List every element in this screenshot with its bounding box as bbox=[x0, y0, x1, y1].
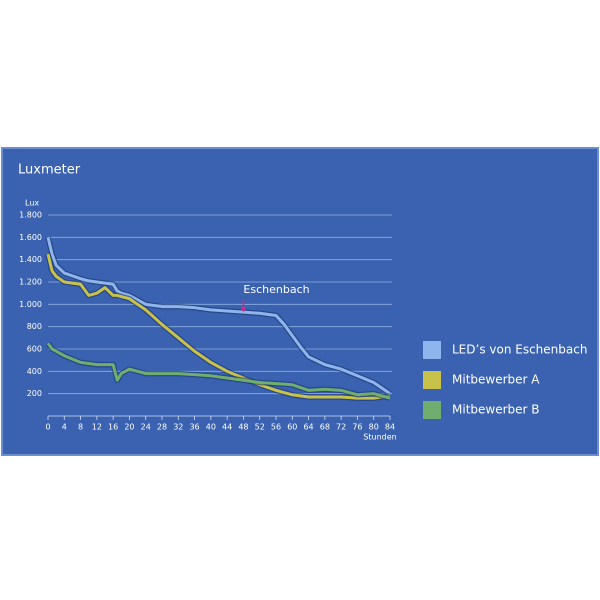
legend-label: Mitbewerber B bbox=[452, 403, 540, 417]
x-tick-label: 72 bbox=[336, 423, 346, 432]
annotation-arrowhead bbox=[240, 307, 247, 313]
annotation-label: Eschenbach bbox=[243, 283, 309, 296]
legend-label: LED’s von Eschenbach bbox=[452, 343, 587, 357]
chart-title: Luxmeter bbox=[18, 163, 81, 178]
x-tick-label: 8 bbox=[78, 423, 83, 432]
x-tick-label: 12 bbox=[92, 423, 102, 432]
y-tick-label: 1.000 bbox=[19, 300, 42, 309]
x-tick-label: 4 bbox=[62, 423, 67, 432]
x-tick-label: 36 bbox=[189, 423, 199, 432]
y-tick-label: 400 bbox=[27, 367, 42, 376]
series-line bbox=[46, 236, 391, 395]
y-tick-label: 1.200 bbox=[19, 278, 42, 287]
x-axis-label: Stunden bbox=[363, 433, 396, 442]
x-tick-label: 60 bbox=[287, 423, 297, 432]
series-line bbox=[46, 253, 391, 400]
x-tick-label: 44 bbox=[222, 423, 232, 432]
y-tick-label: 1.600 bbox=[19, 233, 42, 242]
x-tick-label: 28 bbox=[157, 423, 167, 432]
y-tick-label: 1.800 bbox=[19, 211, 42, 220]
x-tick-label: 68 bbox=[320, 423, 330, 432]
legend-swatch bbox=[423, 341, 441, 359]
x-tick-label: 20 bbox=[124, 423, 134, 432]
y-axis-label: Lux bbox=[25, 199, 39, 208]
series-line bbox=[46, 342, 391, 400]
y-tick-label: 200 bbox=[27, 389, 42, 398]
x-tick-label: 48 bbox=[238, 423, 248, 432]
y-tick-label: 1.400 bbox=[19, 255, 42, 264]
x-tick-label: 40 bbox=[206, 423, 216, 432]
y-tick-label: 800 bbox=[27, 322, 42, 331]
x-tick-label: 84 bbox=[385, 423, 395, 432]
x-tick-label: 0 bbox=[45, 423, 50, 432]
legend-label: Mitbewerber A bbox=[452, 373, 540, 387]
x-tick-label: 80 bbox=[369, 423, 379, 432]
legend-swatch bbox=[423, 401, 441, 419]
x-tick-label: 32 bbox=[173, 423, 183, 432]
legend-swatch bbox=[423, 371, 441, 389]
x-tick-label: 52 bbox=[255, 423, 265, 432]
x-tick-label: 64 bbox=[303, 423, 313, 432]
chart-panel bbox=[1, 147, 599, 456]
x-tick-label: 56 bbox=[271, 423, 281, 432]
x-tick-label: 16 bbox=[108, 423, 118, 432]
x-tick-label: 24 bbox=[141, 423, 151, 432]
y-tick-label: 600 bbox=[27, 345, 42, 354]
x-tick-label: 76 bbox=[352, 423, 362, 432]
